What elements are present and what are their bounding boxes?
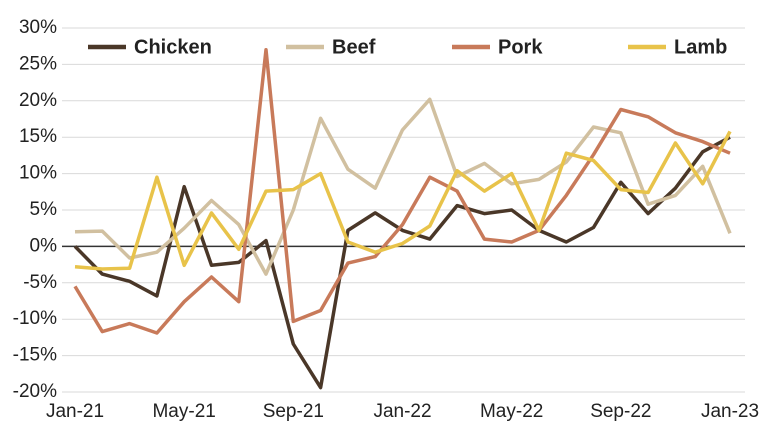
series-line <box>73 135 731 390</box>
x-tick-label: Jan-22 <box>373 401 431 422</box>
x-tick-label: Sep-22 <box>590 401 651 422</box>
y-tick-label: 30% <box>19 17 57 38</box>
y-tick-label: 25% <box>19 53 57 74</box>
y-tick-label: -5% <box>23 272 57 293</box>
y-tick-label: 20% <box>19 90 57 111</box>
y-tick-label: 0% <box>30 235 58 256</box>
series-line <box>74 97 732 276</box>
legend: Chicken Beef Pork Lamb <box>88 36 727 58</box>
y-tick-label: -15% <box>13 345 57 366</box>
legend-label: Pork <box>498 36 543 58</box>
legend-label: Lamb <box>674 36 727 58</box>
y-tick-label: 10% <box>19 163 57 184</box>
y-tick-label: -20% <box>13 381 57 402</box>
legend-label: Beef <box>332 36 376 58</box>
x-tick-label: May-21 <box>152 401 215 422</box>
y-tick-label: 5% <box>30 199 58 220</box>
y-tick-label: 15% <box>19 126 57 147</box>
legend-label: Chicken <box>134 36 212 58</box>
x-tick-label: May-22 <box>480 401 543 422</box>
series-line <box>73 48 731 335</box>
x-tick-label: Jan-21 <box>46 401 104 422</box>
x-tick-label: Sep-21 <box>263 401 324 422</box>
series-line <box>74 130 732 271</box>
y-tick-label: -10% <box>13 308 57 329</box>
x-tick-label: Jan-23 <box>701 401 759 422</box>
